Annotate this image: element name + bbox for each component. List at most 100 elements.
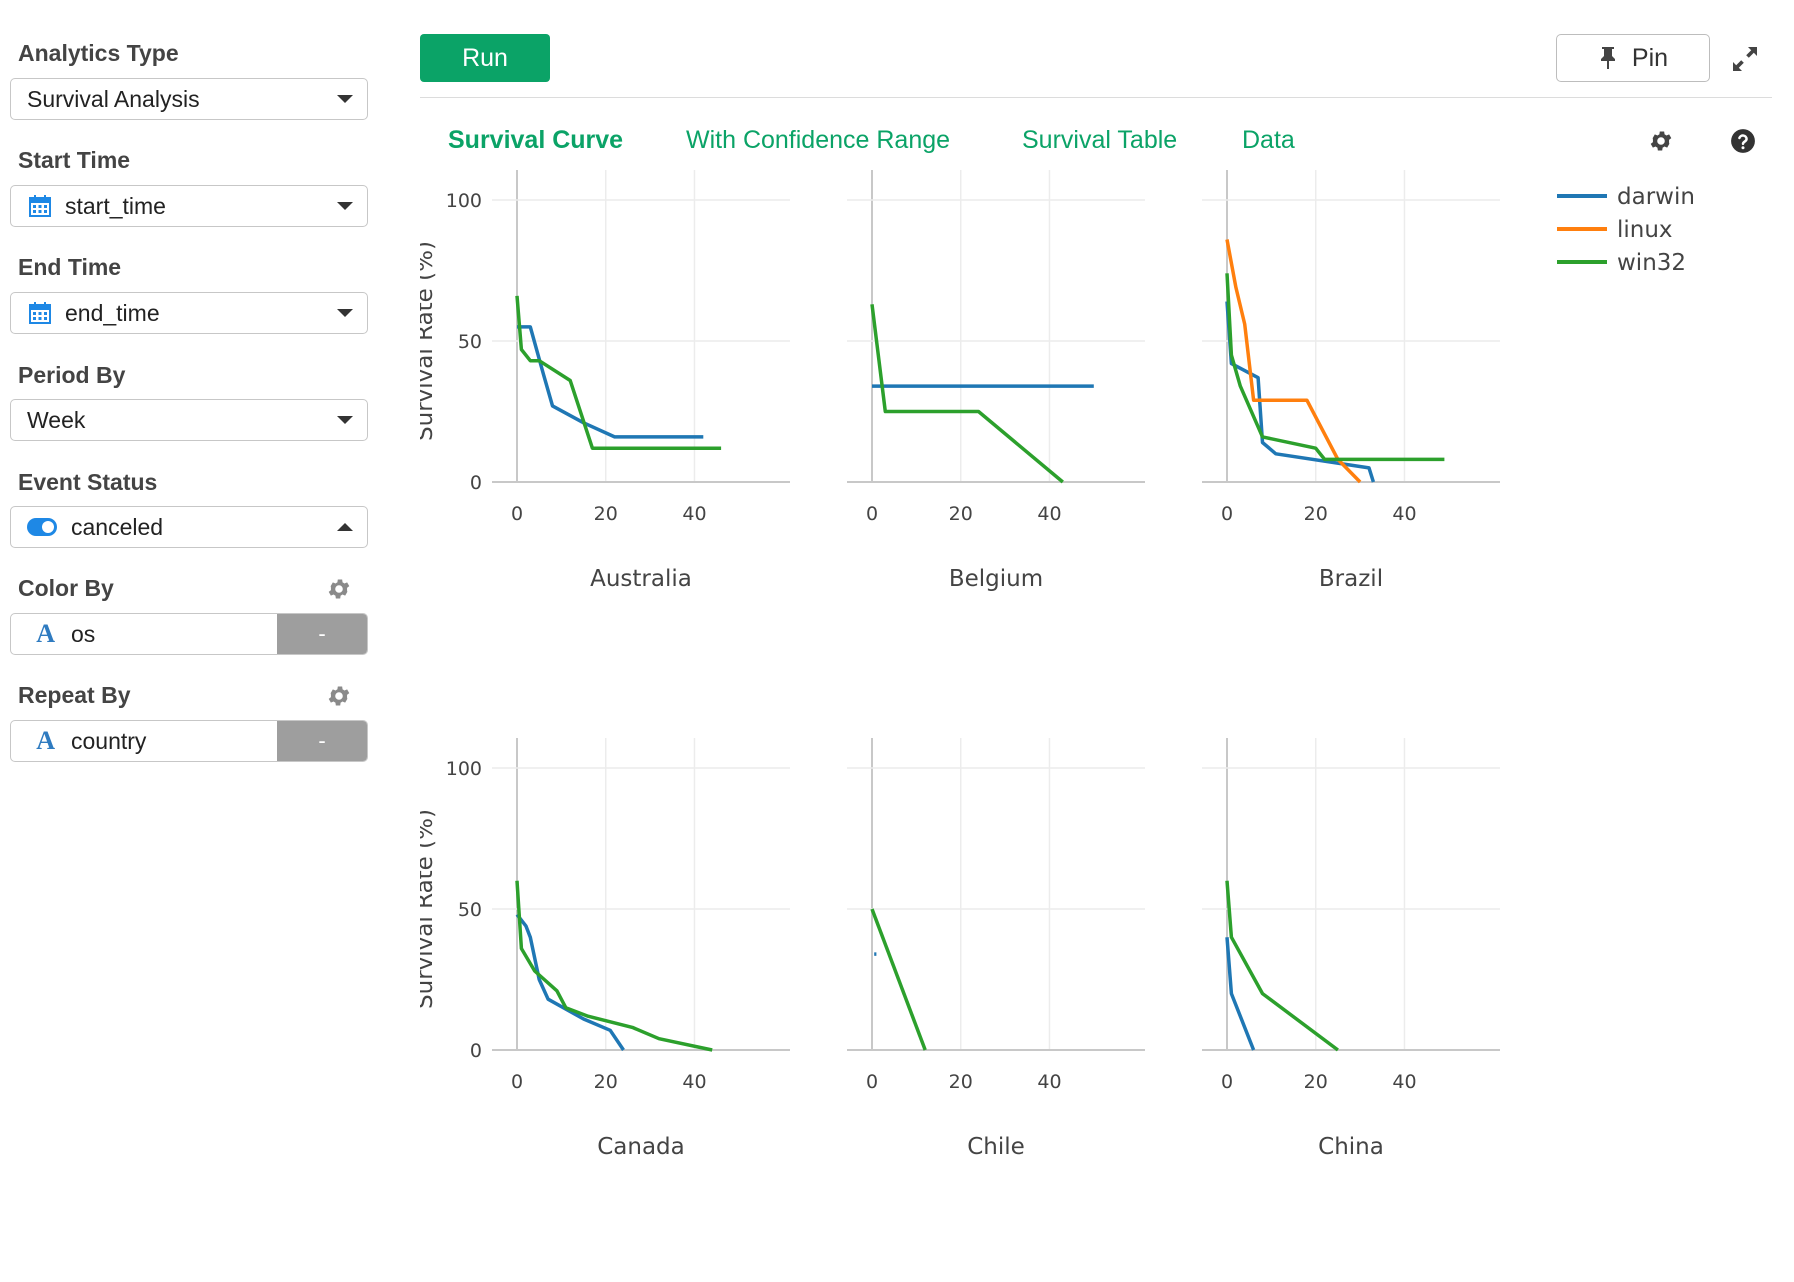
start-time-select[interactable]: start_time xyxy=(10,185,368,227)
panel-title: China xyxy=(1318,1134,1384,1160)
repeat-by-value: country xyxy=(71,728,147,754)
x-tick-label: 20 xyxy=(594,503,618,525)
pin-button[interactable]: Pin xyxy=(1556,34,1710,82)
chart-panel: 0 20 40 Belgium xyxy=(847,170,1145,592)
x-tick-label: 0 xyxy=(1221,1071,1233,1093)
x-tick-label: 40 xyxy=(1037,503,1061,525)
x-tick-label: 40 xyxy=(1037,1071,1061,1093)
y-tick-label: 50 xyxy=(458,331,482,353)
calendar-icon xyxy=(29,302,51,324)
series-line-darwin xyxy=(1225,937,1256,1051)
series-line-win32 xyxy=(515,880,713,1052)
repeat-by-field[interactable]: A country - xyxy=(10,720,368,762)
x-tick-label: 0 xyxy=(1221,503,1233,525)
pin-icon xyxy=(1600,47,1615,69)
color-by-value: os xyxy=(71,621,96,647)
analytics-type-value: Survival Analysis xyxy=(27,85,200,112)
y-tick-label: 50 xyxy=(458,899,482,921)
analytics-type-select[interactable]: Survival Analysis xyxy=(10,78,368,120)
x-tick-label: 40 xyxy=(682,503,706,525)
end-time-select[interactable]: end_time xyxy=(10,292,368,334)
x-tick-label: 0 xyxy=(866,503,878,525)
x-tick-label: 40 xyxy=(1392,1071,1416,1093)
chart-panel: 0 20 40 Brazil xyxy=(1202,170,1500,592)
tab-survival-curve[interactable]: Survival Curve xyxy=(448,126,624,154)
tab-data[interactable]: Data xyxy=(1242,126,1295,154)
event-status-select[interactable]: canceled xyxy=(10,506,368,548)
tab-with-confidence-range[interactable]: With Confidence Range xyxy=(686,126,951,154)
chevron-down-icon xyxy=(337,309,353,317)
chevron-up-icon xyxy=(337,523,353,531)
text-type-icon: A xyxy=(36,726,55,755)
pin-label: Pin xyxy=(1631,43,1669,72)
color-by-label: Color By xyxy=(18,575,114,601)
x-tick-label: 20 xyxy=(594,1071,618,1093)
series-line-darwin xyxy=(515,913,625,1051)
y-tick-label: 100 xyxy=(446,190,482,212)
panel-title: Chile xyxy=(967,1134,1025,1160)
chart-panel: 0 20 40 Chile xyxy=(847,738,1145,1160)
gear-icon[interactable] xyxy=(326,576,352,602)
period-by-value: Week xyxy=(27,406,86,433)
panel-title: Brazil xyxy=(1319,566,1383,592)
panel-title: Belgium xyxy=(949,566,1043,592)
x-tick-label: 0 xyxy=(511,503,523,525)
x-tick-label: 20 xyxy=(1304,1071,1328,1093)
period-by-label: Period By xyxy=(18,362,126,388)
series-line-win32 xyxy=(1225,880,1339,1052)
calendar-icon xyxy=(29,195,51,217)
tab-survival-table[interactable]: Survival Table xyxy=(1022,126,1178,154)
y-axis-label: Survival Rate (%) xyxy=(420,809,438,1009)
chart-panel: 0 20 40 0 50 100 Survival Rate (%) Australia xyxy=(420,170,790,592)
y-tick-label: 0 xyxy=(470,472,482,494)
x-tick-label: 40 xyxy=(682,1071,706,1093)
y-tick-label: 100 xyxy=(446,758,482,780)
end-time-value: end_time xyxy=(65,299,160,326)
survival-curve-chart: 0 20 40 0 50 100 Survival Rate (%) Australia 0 20… xyxy=(420,170,1695,1160)
gear-icon[interactable] xyxy=(1648,128,1674,154)
panel-title: Canada xyxy=(597,1134,685,1160)
period-by-select[interactable]: Week xyxy=(10,399,368,441)
toolbar-divider xyxy=(420,97,1772,98)
start-time-label: Start Time xyxy=(18,147,131,173)
chart-panel: 0 20 40 0 50 100 Survival Rate (%) Canada xyxy=(420,738,790,1160)
toggle-icon[interactable] xyxy=(27,518,57,536)
repeat-by-remove-button[interactable]: - xyxy=(277,721,367,761)
color-by-field[interactable]: A os - xyxy=(10,613,368,655)
series-line-win32 xyxy=(1225,273,1445,462)
event-status-label: Event Status xyxy=(18,469,158,495)
legend-label-linux: linux xyxy=(1617,217,1673,243)
x-tick-label: 20 xyxy=(949,1071,973,1093)
chevron-down-icon xyxy=(337,95,353,103)
x-tick-label: 40 xyxy=(1392,503,1416,525)
expand-icon[interactable] xyxy=(1730,44,1760,74)
color-by-remove-button[interactable]: - xyxy=(277,614,367,654)
y-tick-label: 0 xyxy=(470,1040,482,1062)
chevron-down-icon xyxy=(337,416,353,424)
series-line-darwin xyxy=(1225,301,1376,483)
panel-title: Australia xyxy=(590,566,692,592)
series-line-win32 xyxy=(515,295,722,450)
run-button[interactable]: Run xyxy=(420,34,550,82)
series-line-darwin xyxy=(517,325,704,439)
legend-label-darwin: darwin xyxy=(1617,184,1695,210)
chart-panel: 0 20 40 China xyxy=(1202,738,1500,1160)
x-tick-label: 0 xyxy=(511,1071,523,1093)
gear-icon[interactable] xyxy=(326,683,352,709)
help-icon[interactable] xyxy=(1730,128,1756,154)
end-time-label: End Time xyxy=(18,254,122,280)
x-tick-label: 0 xyxy=(866,1071,878,1093)
x-tick-label: 20 xyxy=(1304,503,1328,525)
legend-label-win32: win32 xyxy=(1617,250,1686,276)
y-axis-label: Survival Rate (%) xyxy=(420,241,438,441)
series-line-win32 xyxy=(870,908,927,1051)
x-tick-label: 20 xyxy=(949,503,973,525)
text-type-icon: A xyxy=(36,619,55,648)
repeat-by-label: Repeat By xyxy=(18,682,131,708)
chart-legend: darwin linux win32 xyxy=(1557,184,1695,276)
event-status-value: canceled xyxy=(71,513,164,540)
series-line-linux xyxy=(1225,239,1362,484)
chevron-down-icon xyxy=(337,202,353,210)
analytics-type-label: Analytics Type xyxy=(18,40,179,66)
start-time-value: start_time xyxy=(65,192,166,219)
